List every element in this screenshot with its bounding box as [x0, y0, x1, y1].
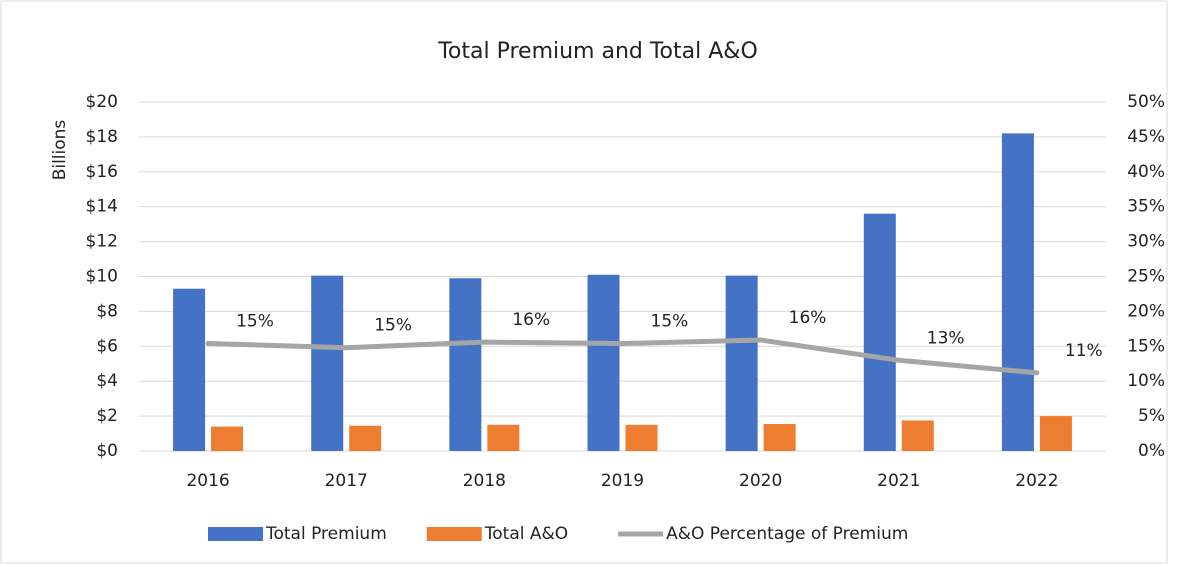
bar: [625, 424, 658, 451]
data-label: 15%: [651, 312, 689, 332]
x-tick-label: 2020: [739, 471, 782, 491]
bar: [487, 424, 520, 451]
y-tick-label: $12: [86, 232, 118, 252]
y2-tick-label: 45%: [1127, 127, 1165, 147]
data-label: 15%: [374, 316, 412, 336]
y2-tick-label: 5%: [1138, 406, 1165, 426]
bar: [311, 275, 344, 451]
y2-tick-label: 30%: [1127, 232, 1165, 252]
y-tick-label: $0: [96, 441, 118, 461]
data-label: 15%: [236, 312, 274, 332]
y-tick-label: $20: [86, 92, 118, 112]
y-tick-label: $2: [96, 406, 118, 426]
bar: [863, 213, 896, 451]
y-tick-label: $10: [86, 267, 118, 287]
data-label: 16%: [512, 310, 550, 330]
x-tick-label: 2016: [186, 471, 229, 491]
line: [205, 337, 1040, 376]
legend-label: A&O Percentage of Premium: [666, 524, 908, 544]
y2-tick-label: 50%: [1127, 92, 1165, 112]
x-tick-label: 2018: [463, 471, 506, 491]
data-label: 16%: [789, 308, 827, 328]
y-tick-label: $6: [96, 336, 118, 356]
data-label: 11%: [1065, 341, 1103, 361]
y2-tick-label: 15%: [1127, 336, 1165, 356]
bar: [449, 278, 482, 451]
bar: [725, 275, 758, 451]
y-tick-label: $8: [96, 301, 118, 321]
bar: [587, 274, 620, 451]
y2-tick-label: 25%: [1127, 267, 1165, 287]
y-tick-label: $18: [86, 127, 118, 147]
chart-title: Total Premium and Total A&O: [437, 39, 758, 64]
y-tick-label: $16: [86, 162, 118, 182]
y2-tick-label: 35%: [1127, 197, 1165, 217]
y2-tick-label: 40%: [1127, 162, 1165, 182]
bar: [211, 426, 244, 451]
x-tick-label: 2021: [877, 471, 920, 491]
data-label: 13%: [927, 328, 965, 348]
bar: [763, 423, 796, 451]
bar: [901, 420, 934, 451]
x-tick-label: 2022: [1015, 471, 1058, 491]
legend-swatch: [426, 527, 482, 541]
y-tick-label: $4: [96, 371, 118, 391]
bar: [1001, 133, 1034, 451]
x-tick-label: 2019: [601, 471, 644, 491]
y2-tick-label: 10%: [1127, 371, 1165, 391]
legend-swatch: [208, 527, 263, 541]
legend-label: Total Premium: [265, 524, 387, 544]
bar: [349, 425, 382, 451]
y-tick-label: $14: [86, 197, 118, 217]
legend-label: Total A&O: [484, 524, 568, 544]
bar: [1039, 416, 1072, 451]
y2-tick-label: 0%: [1138, 441, 1165, 461]
y2-tick-label: 20%: [1127, 301, 1165, 321]
x-tick-label: 2017: [325, 471, 368, 491]
y-axis-label: Billions: [50, 120, 70, 181]
bar: [173, 288, 206, 451]
